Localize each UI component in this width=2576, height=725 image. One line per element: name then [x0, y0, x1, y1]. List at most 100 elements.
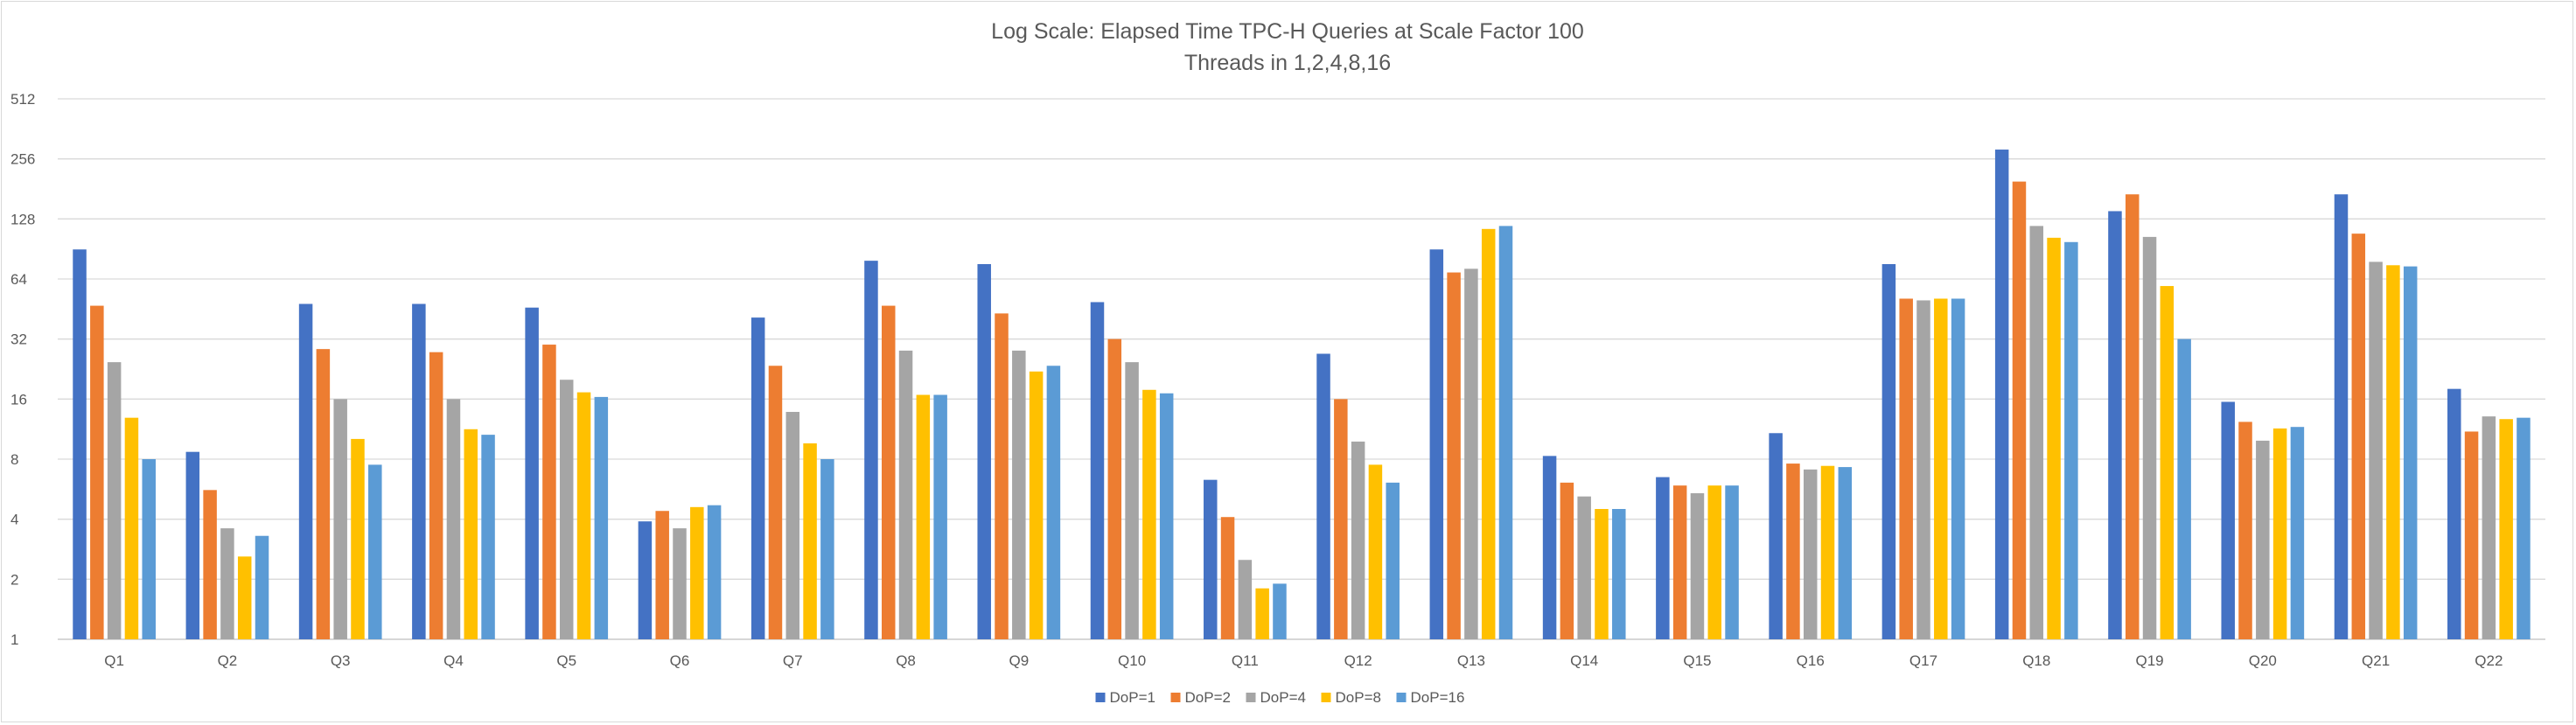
bar-q8-dop1 [864, 261, 878, 639]
bar-q18-dop4 [2029, 226, 2044, 639]
bar-q1-dop16 [142, 459, 156, 639]
bar-q13-dop16 [1498, 226, 1513, 639]
bar-q1-dop8 [124, 417, 139, 639]
legend: DoP=1 DoP=2 DoP=4 DoP=8 DoP=16 [1095, 689, 1465, 706]
bar-q15-dop8 [1707, 485, 1722, 639]
bar-q18-dop2 [2012, 181, 2027, 639]
bar-q22-dop8 [2499, 419, 2513, 639]
bar-q17-dop4 [1916, 300, 1930, 639]
bar-q14-dop8 [1595, 508, 1609, 639]
bar-q15-dop4 [1690, 492, 1705, 639]
x-tick-label: Q15 [1683, 652, 1711, 669]
bar-q19-dop1 [2108, 211, 2122, 639]
bar-q11-dop2 [1220, 517, 1235, 639]
bar-q10-dop16 [1159, 393, 1174, 639]
legend-swatch [1246, 693, 1256, 702]
bar-q2-dop4 [220, 528, 234, 639]
x-axis-ticks: Q1 Q2 Q3 Q4 Q5 Q6 Q7 Q8 Q9 Q10 Q11 Q12 Q13 Q14 Q15 Q16 Q… [104, 652, 2503, 669]
y-tick-label: 256 [10, 151, 35, 168]
bar-q11-dop16 [1273, 583, 1287, 639]
bar-q6-dop16 [707, 505, 722, 639]
bar-q6-dop8 [690, 506, 704, 639]
bar-q12-dop16 [1386, 482, 1400, 639]
bar-q21-dop1 [2334, 194, 2349, 640]
legend-label: DoP=2 [1185, 689, 1231, 706]
legend-swatch [1095, 693, 1106, 702]
x-tick-label: Q12 [1344, 652, 1372, 669]
bar-q8-dop16 [933, 394, 947, 639]
legend-swatch [1170, 693, 1181, 702]
x-tick-label: Q20 [2249, 652, 2277, 669]
y-tick-label: 2 [10, 571, 18, 588]
bar-q20-dop4 [2256, 440, 2270, 639]
x-tick-label: Q11 [1232, 652, 1259, 669]
bar-q3-dop16 [368, 464, 382, 639]
x-tick-label: Q14 [1570, 652, 1598, 669]
bar-q9-dop1 [977, 263, 991, 639]
x-tick-label: Q3 [331, 652, 351, 669]
x-tick-label: Q22 [2475, 652, 2503, 669]
bar-q15-dop16 [1725, 485, 1739, 639]
bar-q7-dop1 [750, 317, 765, 639]
y-tick-label: 32 [10, 331, 27, 348]
y-tick-label: 8 [10, 451, 18, 468]
bar-q10-dop8 [1142, 389, 1156, 639]
bar-q18-dop8 [2047, 237, 2061, 639]
bar-q14-dop2 [1560, 482, 1574, 639]
bar-q20-dop16 [2290, 427, 2305, 639]
bar-q4-dop1 [412, 303, 426, 639]
y-axis-ticks: 1 2 4 8 16 32 64 128 256 512 [10, 91, 35, 648]
legend-label: DoP=16 [1411, 689, 1465, 706]
bar-q14-dop4 [1577, 496, 1591, 639]
bar-q2-dop16 [255, 535, 269, 639]
bar-q17-dop16 [1951, 298, 1965, 639]
bar-q8-dop8 [916, 394, 931, 639]
bar-q21-dop2 [2351, 234, 2366, 639]
bar-q13-dop2 [1447, 272, 1461, 639]
bar-q12-dop1 [1316, 353, 1330, 639]
bar-q8-dop2 [881, 305, 896, 639]
x-tick-label: Q5 [556, 652, 576, 669]
bar-q19-dop4 [2142, 236, 2157, 639]
x-tick-label: Q6 [670, 652, 690, 669]
bar-q9-dop4 [1012, 350, 1026, 639]
bar-q4-dop8 [464, 429, 478, 639]
bar-q13-dop1 [1429, 249, 1444, 639]
chart-title-line-1: Log Scale: Elapsed Time TPC-H Queries at… [991, 19, 1584, 44]
bar-q10-dop1 [1090, 302, 1105, 639]
bar-q22-dop16 [2517, 417, 2531, 639]
bar-q12-dop8 [1368, 464, 1383, 639]
bar-q18-dop1 [1994, 150, 2009, 639]
bar-q16-dop2 [1786, 464, 1800, 639]
bar-q9-dop16 [1046, 366, 1061, 639]
bar-q7-dop2 [768, 366, 783, 639]
bar-q19-dop16 [2177, 338, 2191, 639]
y-tick-label: 64 [10, 271, 27, 288]
bar-q15-dop2 [1672, 485, 1687, 639]
bar-q2-dop2 [203, 490, 217, 639]
bar-q5-dop4 [559, 380, 574, 639]
x-tick-label: Q13 [1457, 652, 1485, 669]
bar-q1-dop1 [73, 249, 87, 639]
bar-q1-dop4 [107, 362, 122, 639]
bar-q14-dop16 [1612, 508, 1626, 639]
bar-q1-dop2 [90, 305, 104, 639]
y-tick-label: 16 [10, 391, 27, 408]
bar-q3-dop1 [298, 303, 313, 639]
bar-q20-dop1 [2221, 401, 2235, 639]
bar-q22-dop4 [2482, 416, 2496, 639]
x-tick-label: Q10 [1118, 652, 1146, 669]
legend-swatch [1396, 693, 1407, 702]
bar-q4-dop2 [429, 352, 443, 639]
legend-label: DoP=8 [1336, 689, 1381, 706]
bar-q7-dop4 [785, 411, 800, 639]
bar-q16-dop4 [1803, 469, 1818, 639]
bar-q13-dop8 [1481, 228, 1496, 639]
bar-q12-dop2 [1334, 399, 1348, 639]
bar-q20-dop2 [2238, 422, 2252, 639]
bar-q11-dop1 [1204, 479, 1218, 639]
bar-q19-dop2 [2125, 194, 2140, 640]
x-tick-label: Q8 [896, 652, 916, 669]
bar-q17-dop8 [1934, 298, 1948, 639]
